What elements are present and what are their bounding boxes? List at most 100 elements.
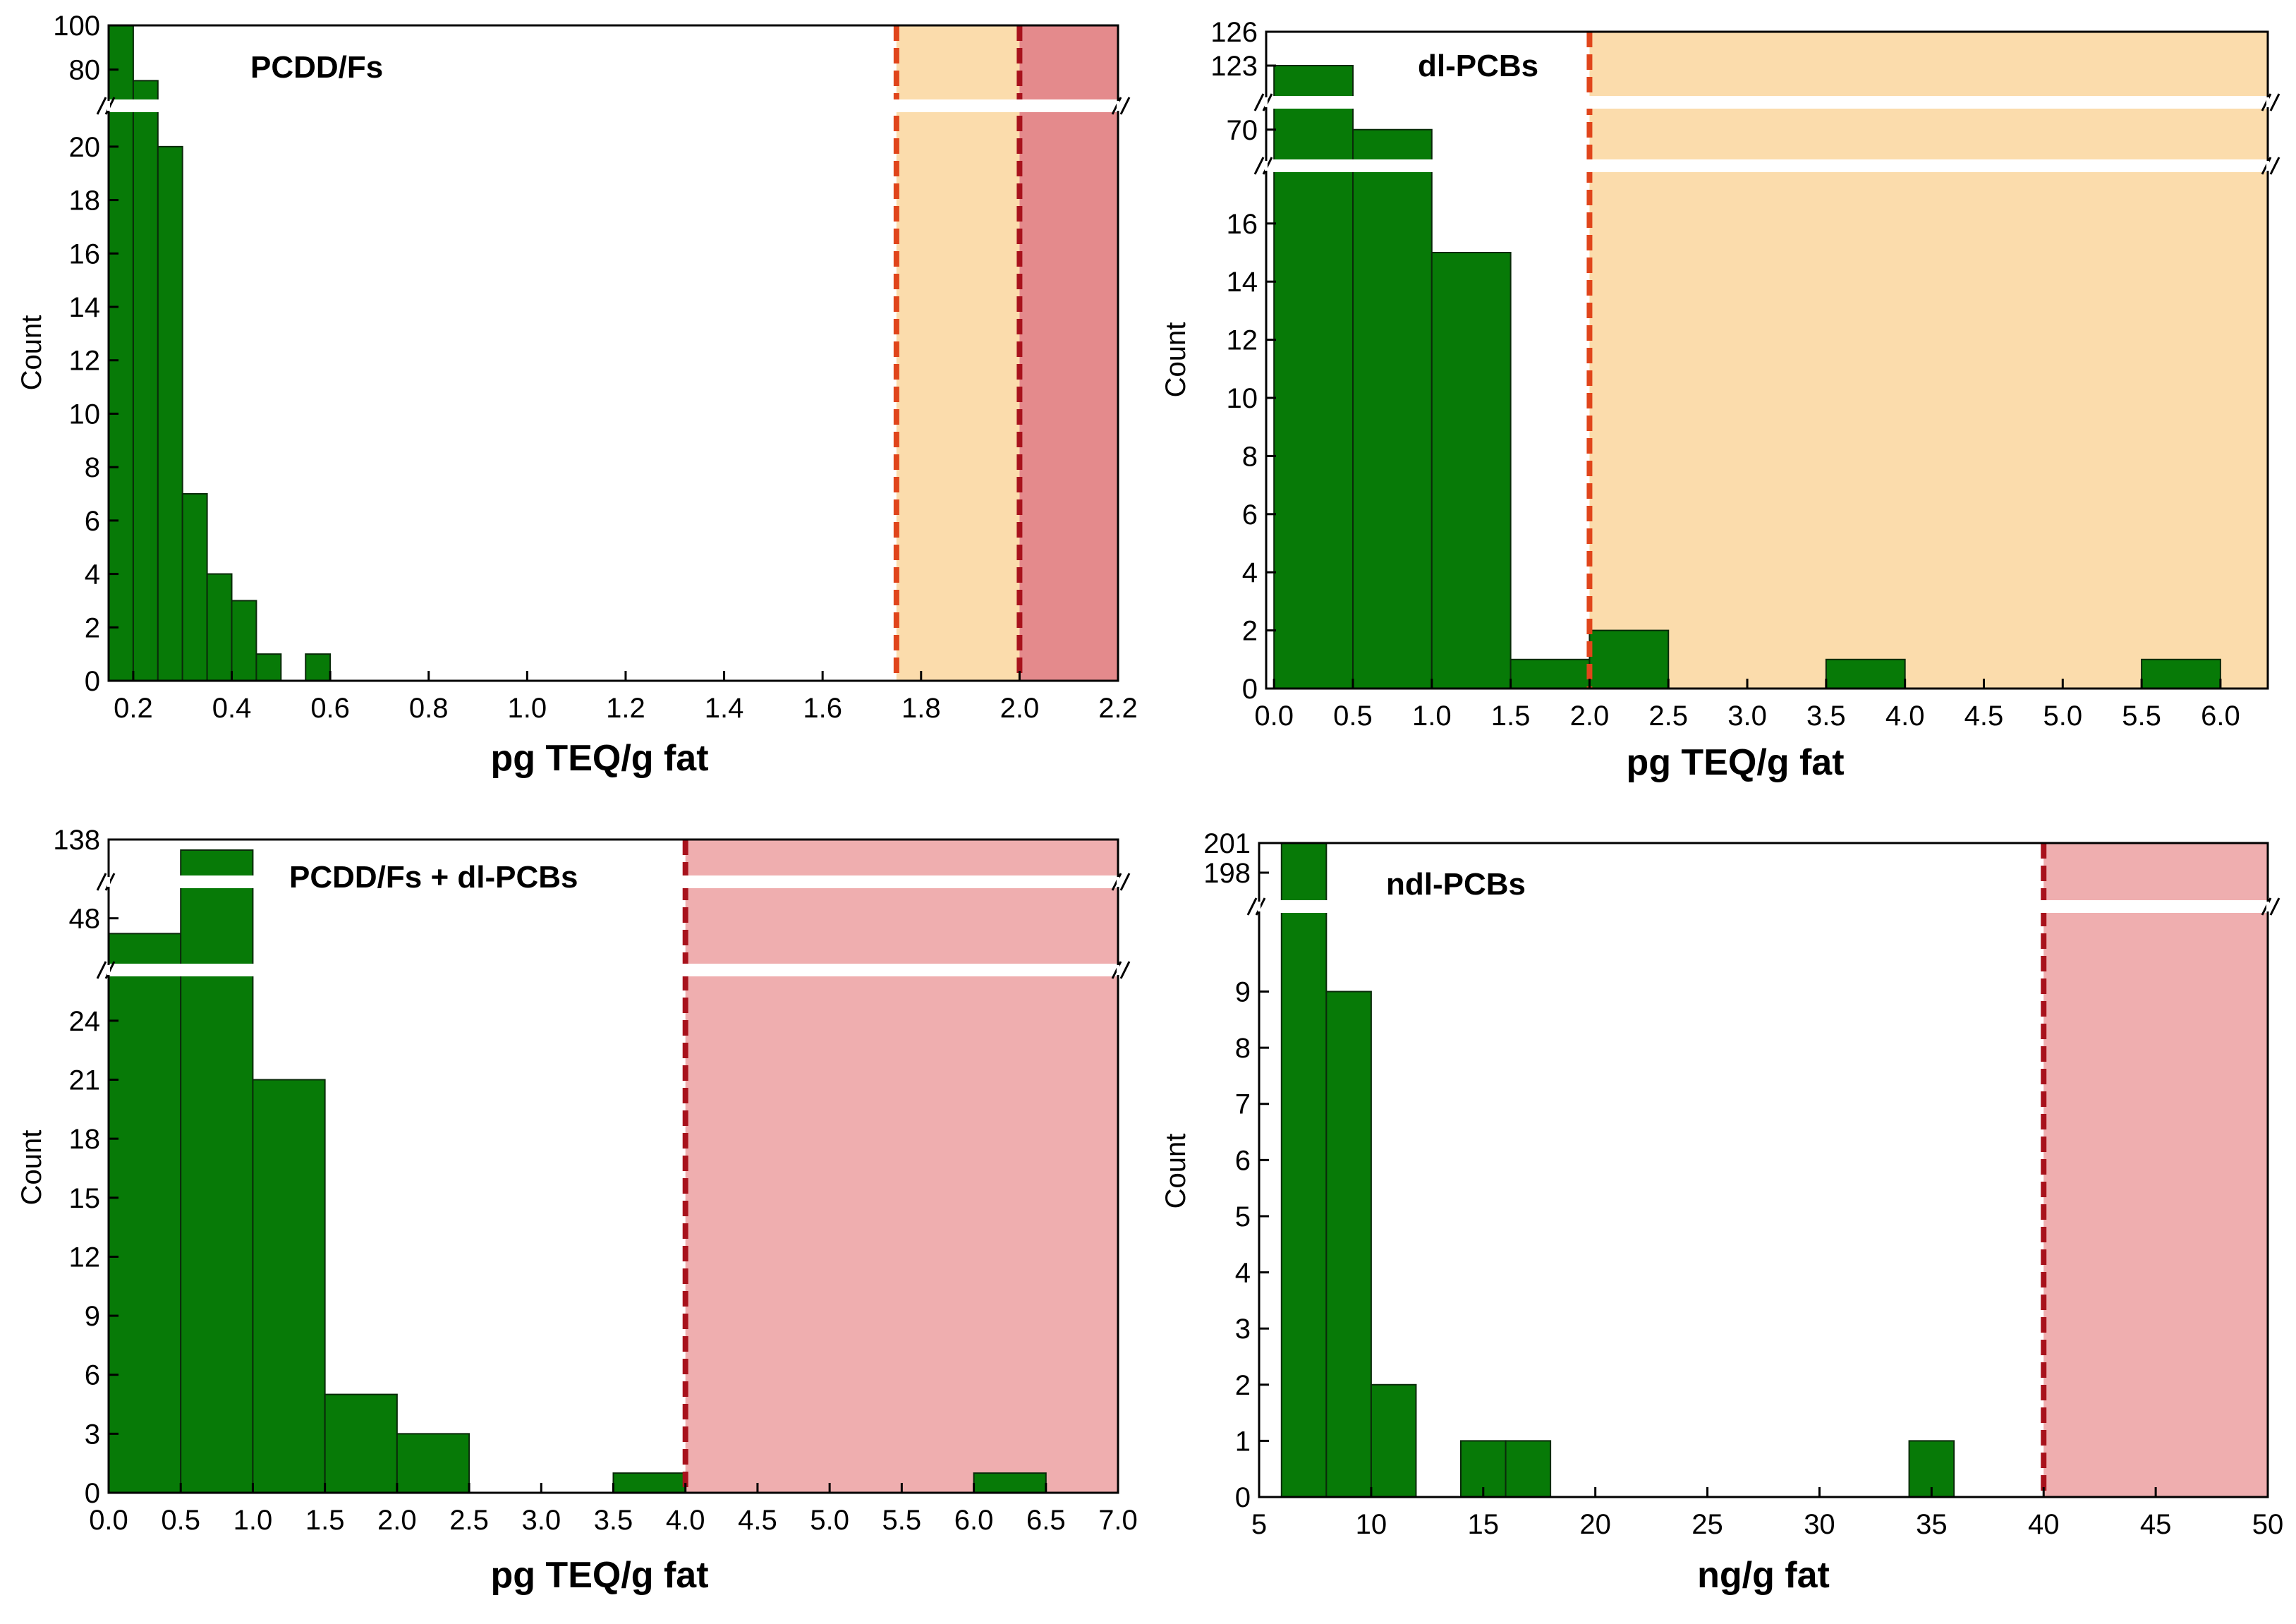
x-tick-label: 5 [1251, 1509, 1267, 1540]
y-tick-label: 4 [1235, 1258, 1251, 1289]
x-tick-label: 0.0 [1254, 701, 1294, 732]
histogram-bar [1908, 1440, 1955, 1498]
y-tick-label: 0 [85, 1478, 100, 1509]
y-tick-label: 70 [1227, 115, 1258, 146]
y-axis-label: Count [16, 1130, 47, 1206]
y-tick-label: 16 [69, 238, 101, 269]
histogram-bar [1280, 842, 1328, 1498]
histogram-bar [1589, 629, 1670, 689]
histogram-bar [108, 25, 134, 681]
histogram-bar [305, 653, 332, 682]
histogram-bar [206, 573, 233, 681]
histogram-bar [157, 145, 183, 682]
x-tick-label: 1.6 [803, 693, 842, 724]
x-tick-label: 2.0 [377, 1505, 417, 1536]
axis-break-gap [107, 877, 110, 887]
plot-frame [107, 24, 1119, 682]
y-tick-label: 7 [1235, 1089, 1251, 1120]
x-tick-label: 5.0 [810, 1505, 849, 1536]
y-tick-label: 100 [53, 11, 100, 42]
axis-break-gap [2266, 97, 2269, 107]
histogram-bar [1431, 252, 1512, 689]
x-tick-label: 0.5 [161, 1505, 200, 1536]
histogram-bar [324, 1393, 398, 1494]
x-tick-label: 1.5 [1491, 701, 1531, 732]
histogram-bar [108, 933, 182, 1494]
x-tick-label: 3.5 [1806, 701, 1846, 732]
y-tick-label: 2 [1235, 1370, 1251, 1401]
x-tick-label: 1.8 [901, 693, 941, 724]
axis-break-gap [1117, 101, 1119, 111]
histogram-bar [973, 1472, 1047, 1494]
axis-break-gap [1265, 97, 1268, 107]
x-tick-label: 0.6 [310, 693, 350, 724]
axis-break-gap [1117, 877, 1119, 887]
x-tick-label: 7.0 [1098, 1505, 1138, 1536]
y-tick-label: 8 [1235, 1033, 1251, 1064]
y-tick-label: 80 [69, 55, 101, 86]
x-tick-label: 3.0 [1727, 701, 1767, 732]
histogram-bar [252, 1079, 326, 1493]
y-axis-label: Count [16, 315, 47, 391]
x-tick-label: 1.2 [606, 693, 645, 724]
y-tick-label: 15 [69, 1183, 101, 1214]
y-tick-label: 10 [69, 399, 101, 430]
y-tick-label: 6 [85, 506, 100, 537]
axis-break-band [1263, 96, 2271, 109]
histogram-bar [180, 849, 254, 1493]
x-tick-label: 15 [1468, 1509, 1500, 1540]
x-tick-label: 0.4 [212, 693, 252, 724]
limit-zone-pink [2043, 843, 2268, 1497]
limit-zone-pink [685, 840, 1118, 1493]
y-tick-label: 201 [1203, 828, 1251, 859]
y-axis-label: Count [1160, 1134, 1191, 1209]
x-tick-label: 2.2 [1098, 693, 1138, 724]
histogram-bar [1352, 128, 1433, 689]
axis-break-gap [107, 101, 110, 111]
axis-break-gap [1258, 902, 1261, 911]
x-tick-label: 2.5 [1648, 701, 1688, 732]
axis-break-band [1263, 159, 2271, 172]
x-tick-label: 3.0 [521, 1505, 561, 1536]
y-tick-label: 6 [85, 1360, 100, 1391]
axis-break-gap [2266, 902, 2269, 911]
chart-pcdd-fs: 0.2 0.4 0.6 0.8 1.0 1.2 1.4 1.6 1.8 2.0 2.2 0 2 4 6 8 10… [16, 11, 1138, 779]
x-tick-label: 20 [1579, 1509, 1611, 1540]
histogram-bar [1325, 990, 1372, 1498]
axis-break-band [106, 964, 1121, 976]
chart-ndl-pcbs: 5 10 15 20 25 30 35 40 45 500123456789198201ndl-P… [1160, 828, 2283, 1596]
histogram-bar [1370, 1383, 1417, 1498]
x-tick-label: 6.0 [954, 1505, 994, 1536]
y-tick-label: 14 [69, 292, 101, 323]
x-tick-label: 0.8 [409, 693, 449, 724]
histogram-bar [1825, 658, 1906, 689]
x-tick-label: 0.0 [89, 1505, 128, 1536]
x-tick-label: 0.2 [114, 693, 153, 724]
plot-frame [1258, 842, 2269, 1498]
x-tick-label: 1.5 [305, 1505, 345, 1536]
x-tick-label: 4.5 [738, 1505, 777, 1536]
chart-title: PCDD/Fs + dl-PCBs [289, 860, 578, 895]
axis-break-gap [107, 965, 110, 975]
x-axis-label: pg TEQ/g fat [490, 738, 708, 779]
histogram-bar [1510, 658, 1591, 689]
x-tick-label: 2.0 [1000, 693, 1040, 724]
x-tick-label: 40 [2028, 1509, 2060, 1540]
y-tick-label: 138 [53, 825, 100, 856]
x-tick-label: 2.0 [1570, 701, 1610, 732]
limit-zone-orange [1589, 32, 2268, 689]
chart-title: PCDD/Fs [250, 50, 383, 85]
plot-frame [1265, 30, 2269, 690]
y-tick-label: 6 [1235, 1145, 1251, 1176]
axis-break-band [1256, 900, 2271, 913]
y-tick-label: 16 [1227, 209, 1258, 240]
x-axis-label: pg TEQ/g fat [1626, 742, 1844, 783]
x-tick-label: 3.5 [594, 1505, 633, 1536]
axis-break-gap [2266, 161, 2269, 171]
x-tick-label: 5.5 [882, 1505, 922, 1536]
x-tick-label: 5.5 [2122, 701, 2161, 732]
y-tick-label: 12 [69, 346, 101, 377]
y-tick-label: 4 [85, 559, 100, 590]
histogram-bar [1505, 1440, 1552, 1498]
